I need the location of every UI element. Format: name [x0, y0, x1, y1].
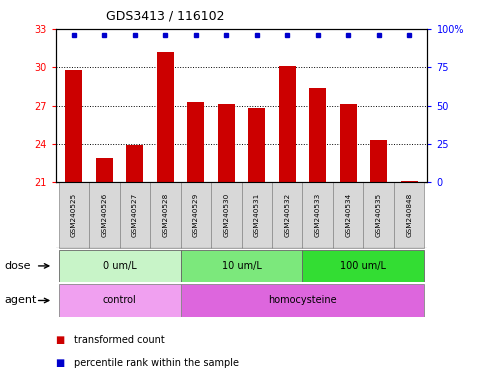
Bar	[181, 182, 211, 248]
Text: GSM240532: GSM240532	[284, 193, 290, 237]
Bar	[127, 145, 143, 182]
Text: GSM240529: GSM240529	[193, 193, 199, 237]
Text: transformed count: transformed count	[74, 335, 165, 345]
Bar	[363, 182, 394, 248]
Bar	[58, 182, 89, 248]
Bar	[211, 182, 242, 248]
Bar	[340, 104, 356, 182]
Text: 100 um/L: 100 um/L	[341, 261, 386, 271]
Bar	[187, 102, 204, 182]
Bar	[401, 181, 417, 182]
Bar	[242, 182, 272, 248]
Bar	[150, 182, 181, 248]
Bar	[181, 250, 302, 282]
Text: GSM240528: GSM240528	[162, 193, 168, 237]
Text: GDS3413 / 116102: GDS3413 / 116102	[106, 10, 225, 23]
Text: control: control	[103, 295, 136, 306]
Text: GSM240527: GSM240527	[132, 193, 138, 237]
Bar	[66, 70, 82, 182]
Bar	[58, 250, 181, 282]
Bar	[370, 140, 387, 182]
Text: GSM240848: GSM240848	[406, 193, 412, 237]
Bar	[394, 182, 425, 248]
Bar	[120, 182, 150, 248]
Text: 10 um/L: 10 um/L	[222, 261, 261, 271]
Text: agent: agent	[5, 295, 37, 306]
Bar	[333, 182, 363, 248]
Text: GSM240530: GSM240530	[223, 193, 229, 237]
Bar	[89, 182, 120, 248]
Bar	[272, 182, 302, 248]
Bar	[218, 104, 235, 182]
Text: dose: dose	[5, 261, 31, 271]
Text: ■: ■	[56, 358, 65, 368]
Bar	[302, 182, 333, 248]
Text: 0 um/L: 0 um/L	[103, 261, 136, 271]
Bar	[58, 284, 181, 317]
Text: GSM240531: GSM240531	[254, 193, 260, 237]
Text: GSM240534: GSM240534	[345, 193, 351, 237]
Bar	[157, 52, 174, 182]
Text: homocysteine: homocysteine	[268, 295, 337, 306]
Bar	[181, 284, 425, 317]
Bar	[248, 108, 265, 182]
Bar	[302, 250, 425, 282]
Text: GSM240533: GSM240533	[315, 193, 321, 237]
Bar	[96, 158, 113, 182]
Bar	[279, 66, 296, 182]
Text: percentile rank within the sample: percentile rank within the sample	[74, 358, 239, 368]
Bar	[309, 88, 326, 182]
Text: GSM240525: GSM240525	[71, 193, 77, 237]
Text: GSM240535: GSM240535	[376, 193, 382, 237]
Text: ■: ■	[56, 335, 65, 345]
Text: GSM240526: GSM240526	[101, 193, 107, 237]
